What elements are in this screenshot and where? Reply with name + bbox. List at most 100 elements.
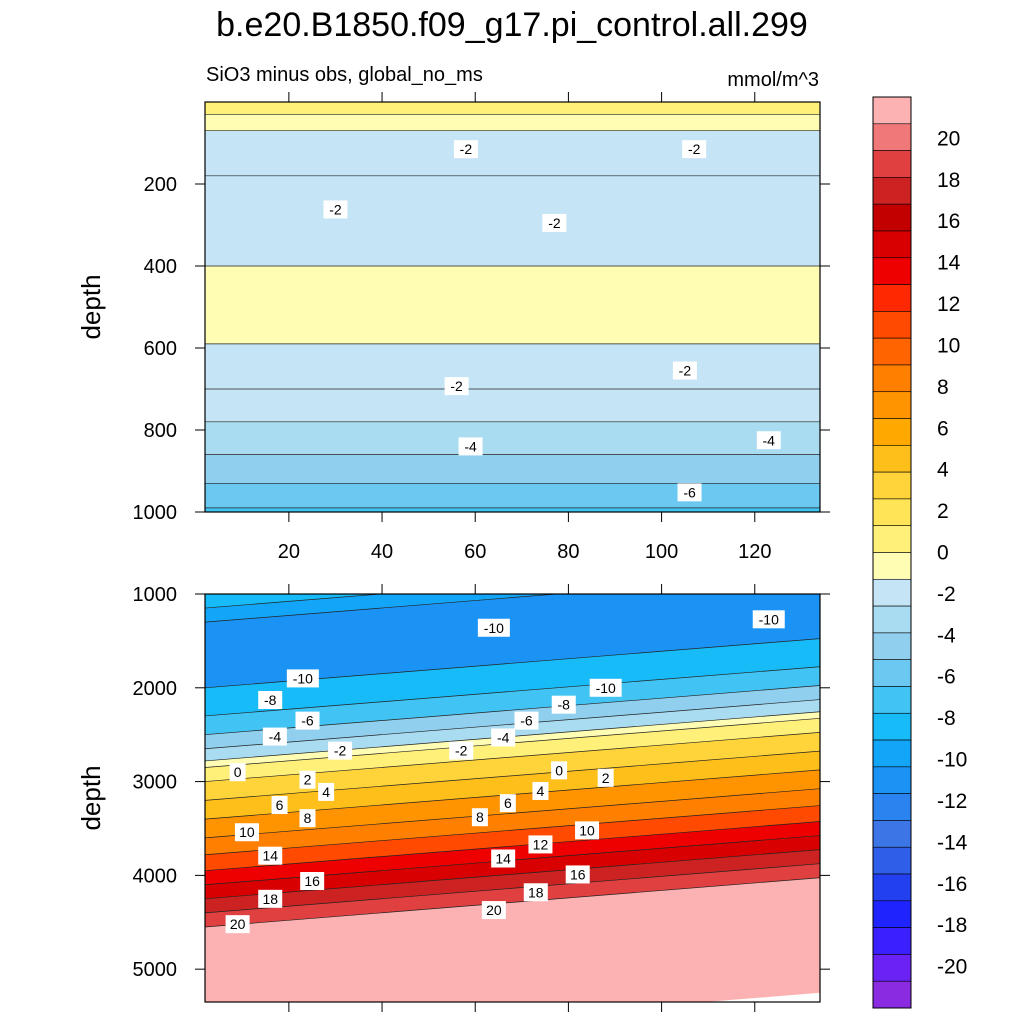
colorbar-label: 14 (937, 252, 961, 275)
contour-band (205, 421, 820, 455)
contour-label-bg (449, 741, 474, 760)
contour-band (205, 343, 820, 389)
contour-label-bg (589, 678, 622, 697)
colorbar-swatch (872, 96, 912, 125)
contour-label: 8 (304, 810, 312, 826)
colorbar-swatch (872, 980, 912, 1009)
colorbar-label: -18 (937, 914, 967, 937)
contour-label-bg (299, 770, 316, 789)
contour-label-bg (514, 711, 539, 730)
plot-frame (204, 101, 821, 513)
contour-label-bg (444, 377, 469, 396)
contour-label-bg (229, 763, 246, 782)
contour-label: -10 (596, 680, 616, 696)
units-label: mmol/m^3 (727, 69, 819, 91)
x-tick-label: 120 (738, 541, 771, 563)
colorbar-swatch (872, 364, 912, 393)
x-tick-label: 20 (278, 541, 300, 563)
contour-label: -6 (683, 484, 696, 500)
contour-label: 10 (239, 824, 255, 840)
colorbar-swatch (872, 230, 912, 259)
contour-label-bg (542, 213, 567, 232)
contour-label-bg (295, 711, 320, 730)
contour-band (205, 666, 820, 735)
contour-label: -10 (484, 620, 504, 636)
contour-label-bg (523, 883, 548, 902)
contour-line (205, 750, 820, 801)
contour-label: -4 (497, 730, 510, 746)
colorbar-swatch (872, 311, 912, 339)
colorbar-label: 8 (937, 376, 949, 399)
y-tick-label: 400 (144, 256, 177, 278)
y-axis-label: depth (76, 274, 106, 339)
y-tick-label: 3000 (133, 772, 178, 794)
contour-label-bg (477, 618, 510, 637)
colorbar-label: 18 (937, 169, 960, 192)
contour-label: -10 (293, 670, 313, 686)
y-tick-label: 1000 (133, 502, 178, 524)
contour-label: 10 (579, 822, 595, 838)
contour-label-bg (756, 431, 781, 450)
contour-label-bg (458, 437, 483, 456)
contour-label: 0 (234, 764, 242, 780)
contour-band (205, 849, 820, 913)
colorbar-swatch (872, 927, 912, 955)
contour-label: -6 (301, 713, 314, 729)
colorbar-swatch (872, 525, 912, 553)
contour-label-bg (323, 200, 348, 219)
contour-label: -2 (329, 201, 342, 217)
contour-label-bg (491, 728, 516, 747)
contour-label-bg (752, 610, 785, 629)
contour-label-bg (225, 915, 250, 934)
contour-band (205, 507, 820, 512)
colorbar-swatch (872, 578, 912, 607)
colorbar-swatch (872, 257, 912, 285)
contour-band (205, 594, 820, 688)
contour-line (205, 821, 820, 872)
contour-label-bg (328, 741, 353, 760)
y-tick-label: 1000 (133, 584, 178, 606)
contour-label: -2 (460, 141, 473, 157)
colorbar-frame (872, 96, 912, 1009)
contour-label-bg (551, 695, 576, 714)
y-tick-label: 200 (144, 174, 177, 196)
y-tick-label: 2000 (133, 678, 178, 700)
contour-label-bg (682, 140, 707, 159)
contour-label-bg (491, 849, 516, 868)
colorbar-swatch (872, 284, 912, 312)
contour-label: 2 (304, 772, 312, 788)
colorbar-label: 20 (937, 127, 960, 150)
y-tick-label: 5000 (133, 959, 178, 981)
colorbar-swatch (872, 498, 912, 527)
contour-line (205, 805, 820, 856)
contour-label: -4 (464, 438, 477, 454)
contour-line (205, 594, 562, 623)
colorbar-label: -4 (937, 624, 956, 647)
contour-label-bg (471, 808, 488, 827)
colorbar-swatch (872, 150, 912, 178)
contour-label-bg (481, 901, 506, 920)
contour-line (205, 849, 820, 900)
contour-band (205, 863, 820, 927)
contour-label: 4 (322, 784, 330, 800)
lower-panel: 10002000300040005000depth-10-10-10-10-8-… (76, 584, 830, 1012)
colorbar-swatch (872, 203, 912, 232)
contour-label: 12 (533, 836, 549, 852)
contour-label: 6 (504, 795, 512, 811)
contour-label-bg (286, 669, 319, 688)
contour-line (205, 699, 820, 750)
colorbar-label: 0 (937, 542, 949, 565)
contour-label: 14 (495, 850, 511, 866)
contour-label-bg (271, 796, 288, 815)
colorbar-swatch (872, 391, 912, 419)
contour-band (205, 175, 820, 266)
contour-label: 20 (230, 916, 246, 932)
chart-subtitle: SiO3 minus obs, global_no_ms (206, 64, 483, 86)
colorbar-swatch (872, 712, 912, 741)
y-tick-label: 4000 (133, 865, 178, 887)
plot-frame (204, 593, 821, 1003)
colorbar-label: -2 (937, 583, 956, 606)
contour-label: 0 (555, 762, 563, 778)
colorbar-swatch (872, 123, 912, 151)
contour-label: -8 (264, 692, 277, 708)
